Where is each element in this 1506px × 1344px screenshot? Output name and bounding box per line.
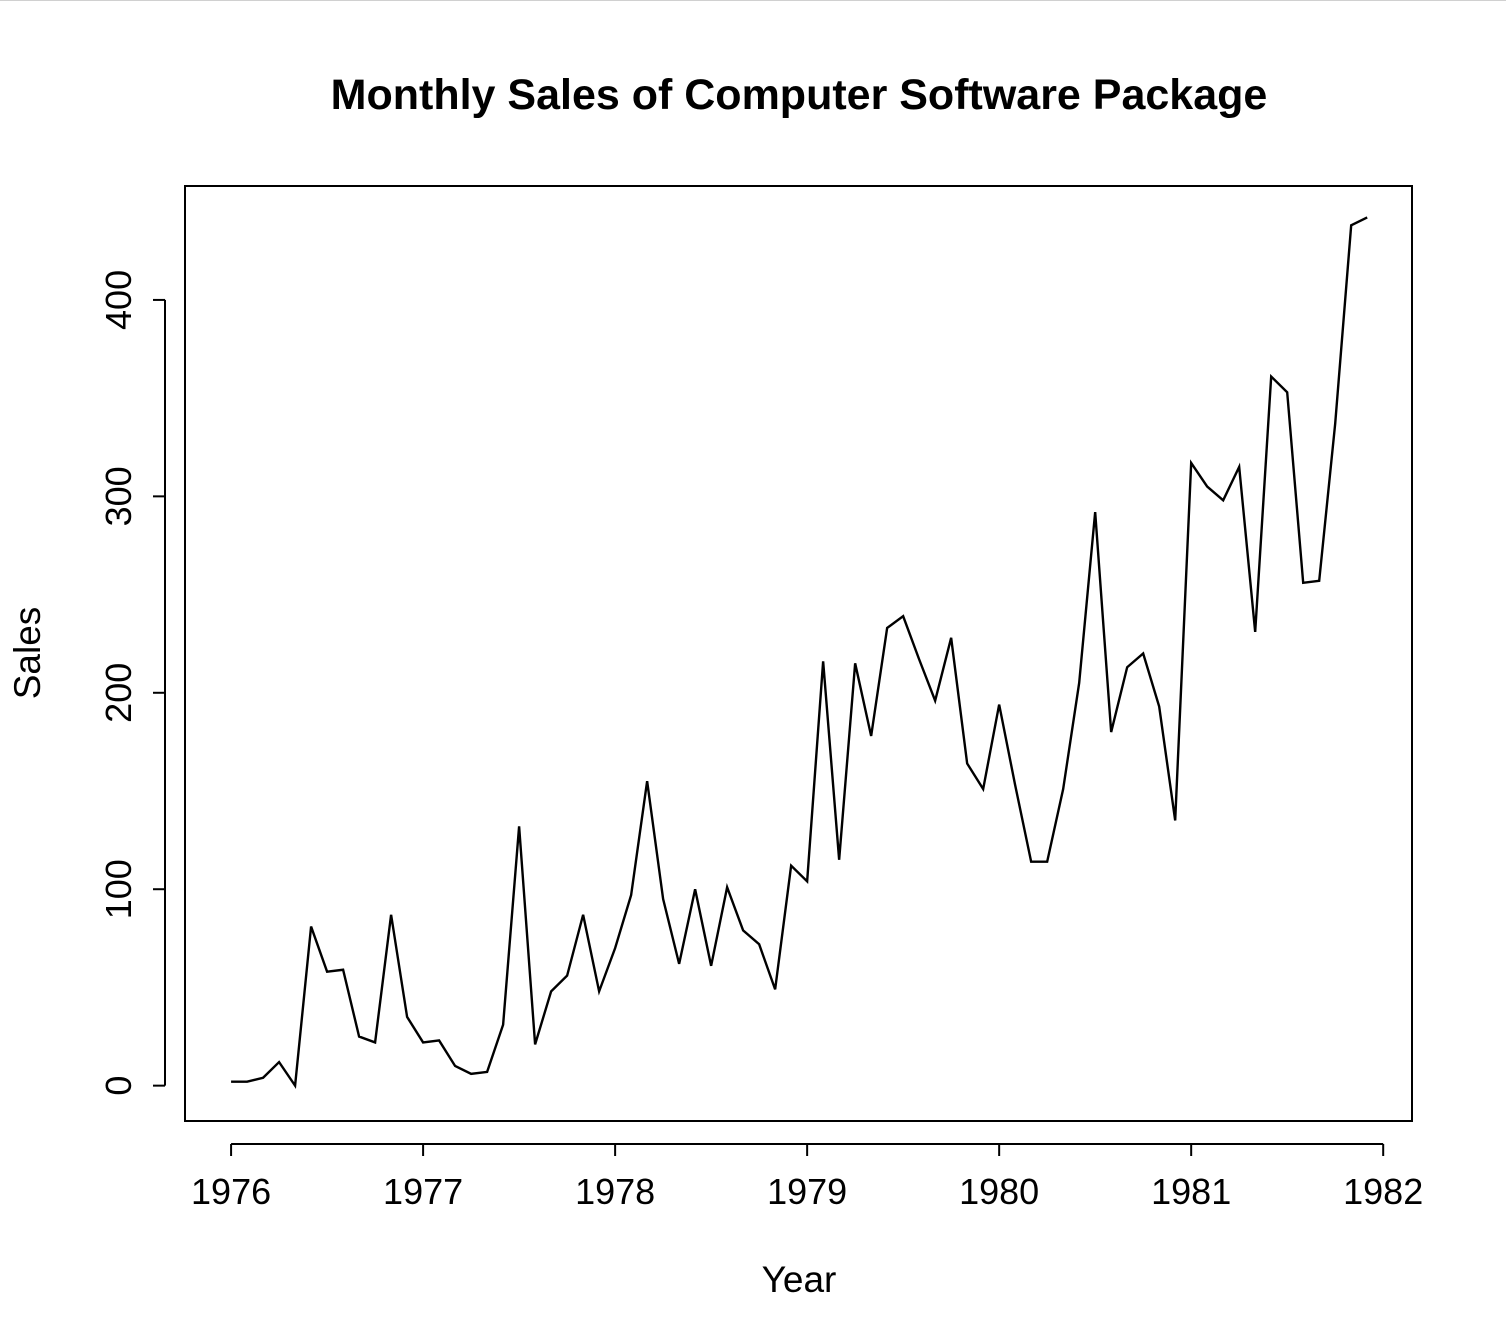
x-tick-label: 1978: [575, 1171, 655, 1212]
series-line: [231, 216, 1368, 1090]
x-axis: 1976 1977 1978 1979 1980 1981 1982: [191, 1143, 1423, 1212]
y-tick-label: 400: [98, 270, 139, 330]
y-axis-label: Sales: [7, 607, 48, 700]
y-tick-label: 100: [98, 859, 139, 919]
chart-title: Monthly Sales of Computer Software Packa…: [331, 71, 1268, 119]
y-axis: 0 100 200 300 400: [98, 270, 166, 1096]
x-tick-label: 1982: [1343, 1171, 1423, 1212]
y-tick-label: 0: [98, 1076, 139, 1096]
x-axis-label: Year: [762, 1259, 837, 1300]
plot-frame: [184, 185, 1413, 1122]
y-tick-label: 200: [98, 663, 139, 723]
y-tick-label: 300: [98, 466, 139, 526]
x-tick-label: 1980: [959, 1171, 1039, 1212]
x-tick-label: 1976: [191, 1171, 271, 1212]
x-tick-label: 1977: [383, 1171, 463, 1212]
top-border-line: [0, 0, 1506, 1]
x-tick-label: 1981: [1151, 1171, 1231, 1212]
series-layer: [231, 216, 1368, 1090]
x-tick-label: 1979: [767, 1171, 847, 1212]
